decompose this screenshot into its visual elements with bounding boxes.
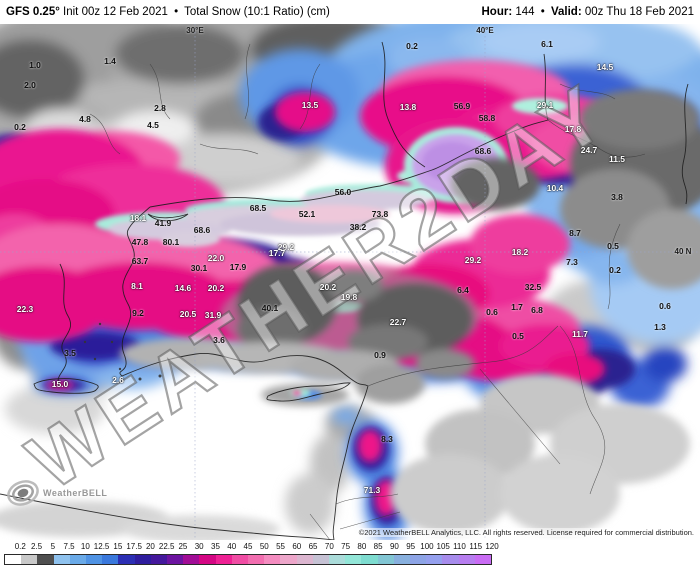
color-scale-cell xyxy=(102,555,119,564)
hour-label: Hour: xyxy=(481,6,513,18)
color-scale-cell xyxy=(474,555,492,564)
color-scale-tick: 5 xyxy=(50,542,56,551)
color-scale-cell xyxy=(264,555,281,564)
color-scale-tick: 85 xyxy=(373,542,383,551)
map-area: WEATHER2DAY 30°E 40°E 40 N 1.0 1.4 2.0 0.2 2.8 4… xyxy=(0,24,700,540)
color-scale-cell xyxy=(134,555,151,564)
weatherbell-logo-text: WeatherBELL xyxy=(43,488,108,498)
color-scale-tick: 75 xyxy=(341,542,351,551)
color-scale-tick: 95 xyxy=(406,542,416,551)
color-scale-tick: 105 xyxy=(436,542,450,551)
color-scale-cell xyxy=(231,555,249,564)
color-scale-tick: 90 xyxy=(389,542,399,551)
color-scale-tick: 15 xyxy=(113,542,123,551)
color-scale: 0.2 2.5 5 7.5 10 12.5 15 17.5 20 22.5 25 30 35 40 45 50… xyxy=(0,540,700,575)
color-scale-tick: 12.5 xyxy=(93,542,110,551)
color-scale-cell xyxy=(329,555,346,564)
valid-label: Valid: xyxy=(550,6,582,18)
color-scale-cell xyxy=(53,555,70,564)
color-scale-tick: 115 xyxy=(469,542,483,551)
color-scale-tick: 2.5 xyxy=(30,542,43,551)
color-scale-cell xyxy=(426,555,443,564)
color-scale-tick: 70 xyxy=(324,542,334,551)
color-scale-cell xyxy=(215,555,232,564)
color-scale-cell xyxy=(118,555,135,564)
color-scale-cell xyxy=(248,555,265,564)
cyprus-snow-spot xyxy=(290,389,322,400)
color-scale-cell xyxy=(150,555,168,564)
color-scale-tick: 60 xyxy=(292,542,302,551)
color-scale-cell xyxy=(183,555,200,564)
color-scale-cell xyxy=(361,555,378,564)
color-scale-tick: 45 xyxy=(243,542,253,551)
color-scale-tick: 65 xyxy=(308,542,318,551)
color-scale-cell xyxy=(199,555,216,564)
color-scale-cell xyxy=(69,555,87,564)
color-scale-tick: 55 xyxy=(276,542,285,551)
model-name: GFS 0.25° xyxy=(6,6,60,18)
separator-dot-2: • xyxy=(540,6,545,18)
high-value-band-layer xyxy=(95,98,568,317)
color-scale-cell xyxy=(167,555,184,564)
weather-map-canvas: WEATHER2DAY xyxy=(0,24,700,540)
foreground-gray-layer xyxy=(0,89,700,540)
color-scale-tick: 22.5 xyxy=(158,542,175,551)
borders xyxy=(89,43,646,540)
color-scale-cell xyxy=(296,555,313,564)
color-scale-bar xyxy=(4,554,492,565)
copyright-text: ©2021 WeatherBELL Analytics, LLC. All ri… xyxy=(356,528,696,537)
weatherbell-logo: WeatherBELL xyxy=(6,478,107,508)
color-scale-cell xyxy=(393,555,411,564)
color-scale-tick: 100 xyxy=(420,542,434,551)
header-bar: GFS 0.25° Init 00z 12 Feb 2021 • Total S… xyxy=(0,0,700,24)
color-scale-tick: 50 xyxy=(259,542,269,551)
color-scale-cell xyxy=(442,555,459,564)
color-scale-cell xyxy=(5,555,22,564)
title-left: GFS 0.25° Init 00z 12 Feb 2021 • Total S… xyxy=(6,6,330,18)
color-scale-tick: 30 xyxy=(194,542,204,551)
weatherbell-swirl-icon xyxy=(7,480,39,506)
separator-dot: • xyxy=(174,6,179,18)
color-scale-cell xyxy=(345,555,362,564)
graticule-lines xyxy=(0,24,700,540)
color-scale-cell xyxy=(37,555,54,564)
color-scale-tick: 120 xyxy=(485,542,499,551)
color-scale-cell xyxy=(312,555,330,564)
color-scale-tick: 110 xyxy=(453,542,466,551)
color-scale-cell xyxy=(377,555,394,564)
color-scale-tick: 40 xyxy=(227,542,237,551)
color-scale-tick: 10 xyxy=(80,542,90,551)
color-scale-tick: 35 xyxy=(211,542,220,551)
color-scale-cell xyxy=(458,555,475,564)
color-scale-tick: 0.2 xyxy=(14,542,26,551)
title-right: Hour: 144 • Valid: 00z Thu 18 Feb 2021 xyxy=(481,6,694,18)
color-scale-cell xyxy=(86,555,103,564)
color-scale-tick: 17.5 xyxy=(126,542,142,551)
hour-value: 144 xyxy=(515,6,535,18)
color-scale-tick: 7.5 xyxy=(63,542,75,551)
color-scale-cell xyxy=(280,555,297,564)
color-scale-tick: 80 xyxy=(357,542,367,551)
color-scale-tick: 20 xyxy=(145,542,155,551)
coastlines xyxy=(0,41,689,540)
product-name: Total Snow (10:1 Ratio) (cm) xyxy=(184,6,330,18)
color-scale-cell xyxy=(410,555,427,564)
color-scale-tick: 25 xyxy=(178,542,188,551)
valid-value: 00z Thu 18 Feb 2021 xyxy=(584,6,694,18)
color-scale-cell xyxy=(21,555,38,564)
init-text: Init 00z 12 Feb 2021 xyxy=(63,6,168,18)
